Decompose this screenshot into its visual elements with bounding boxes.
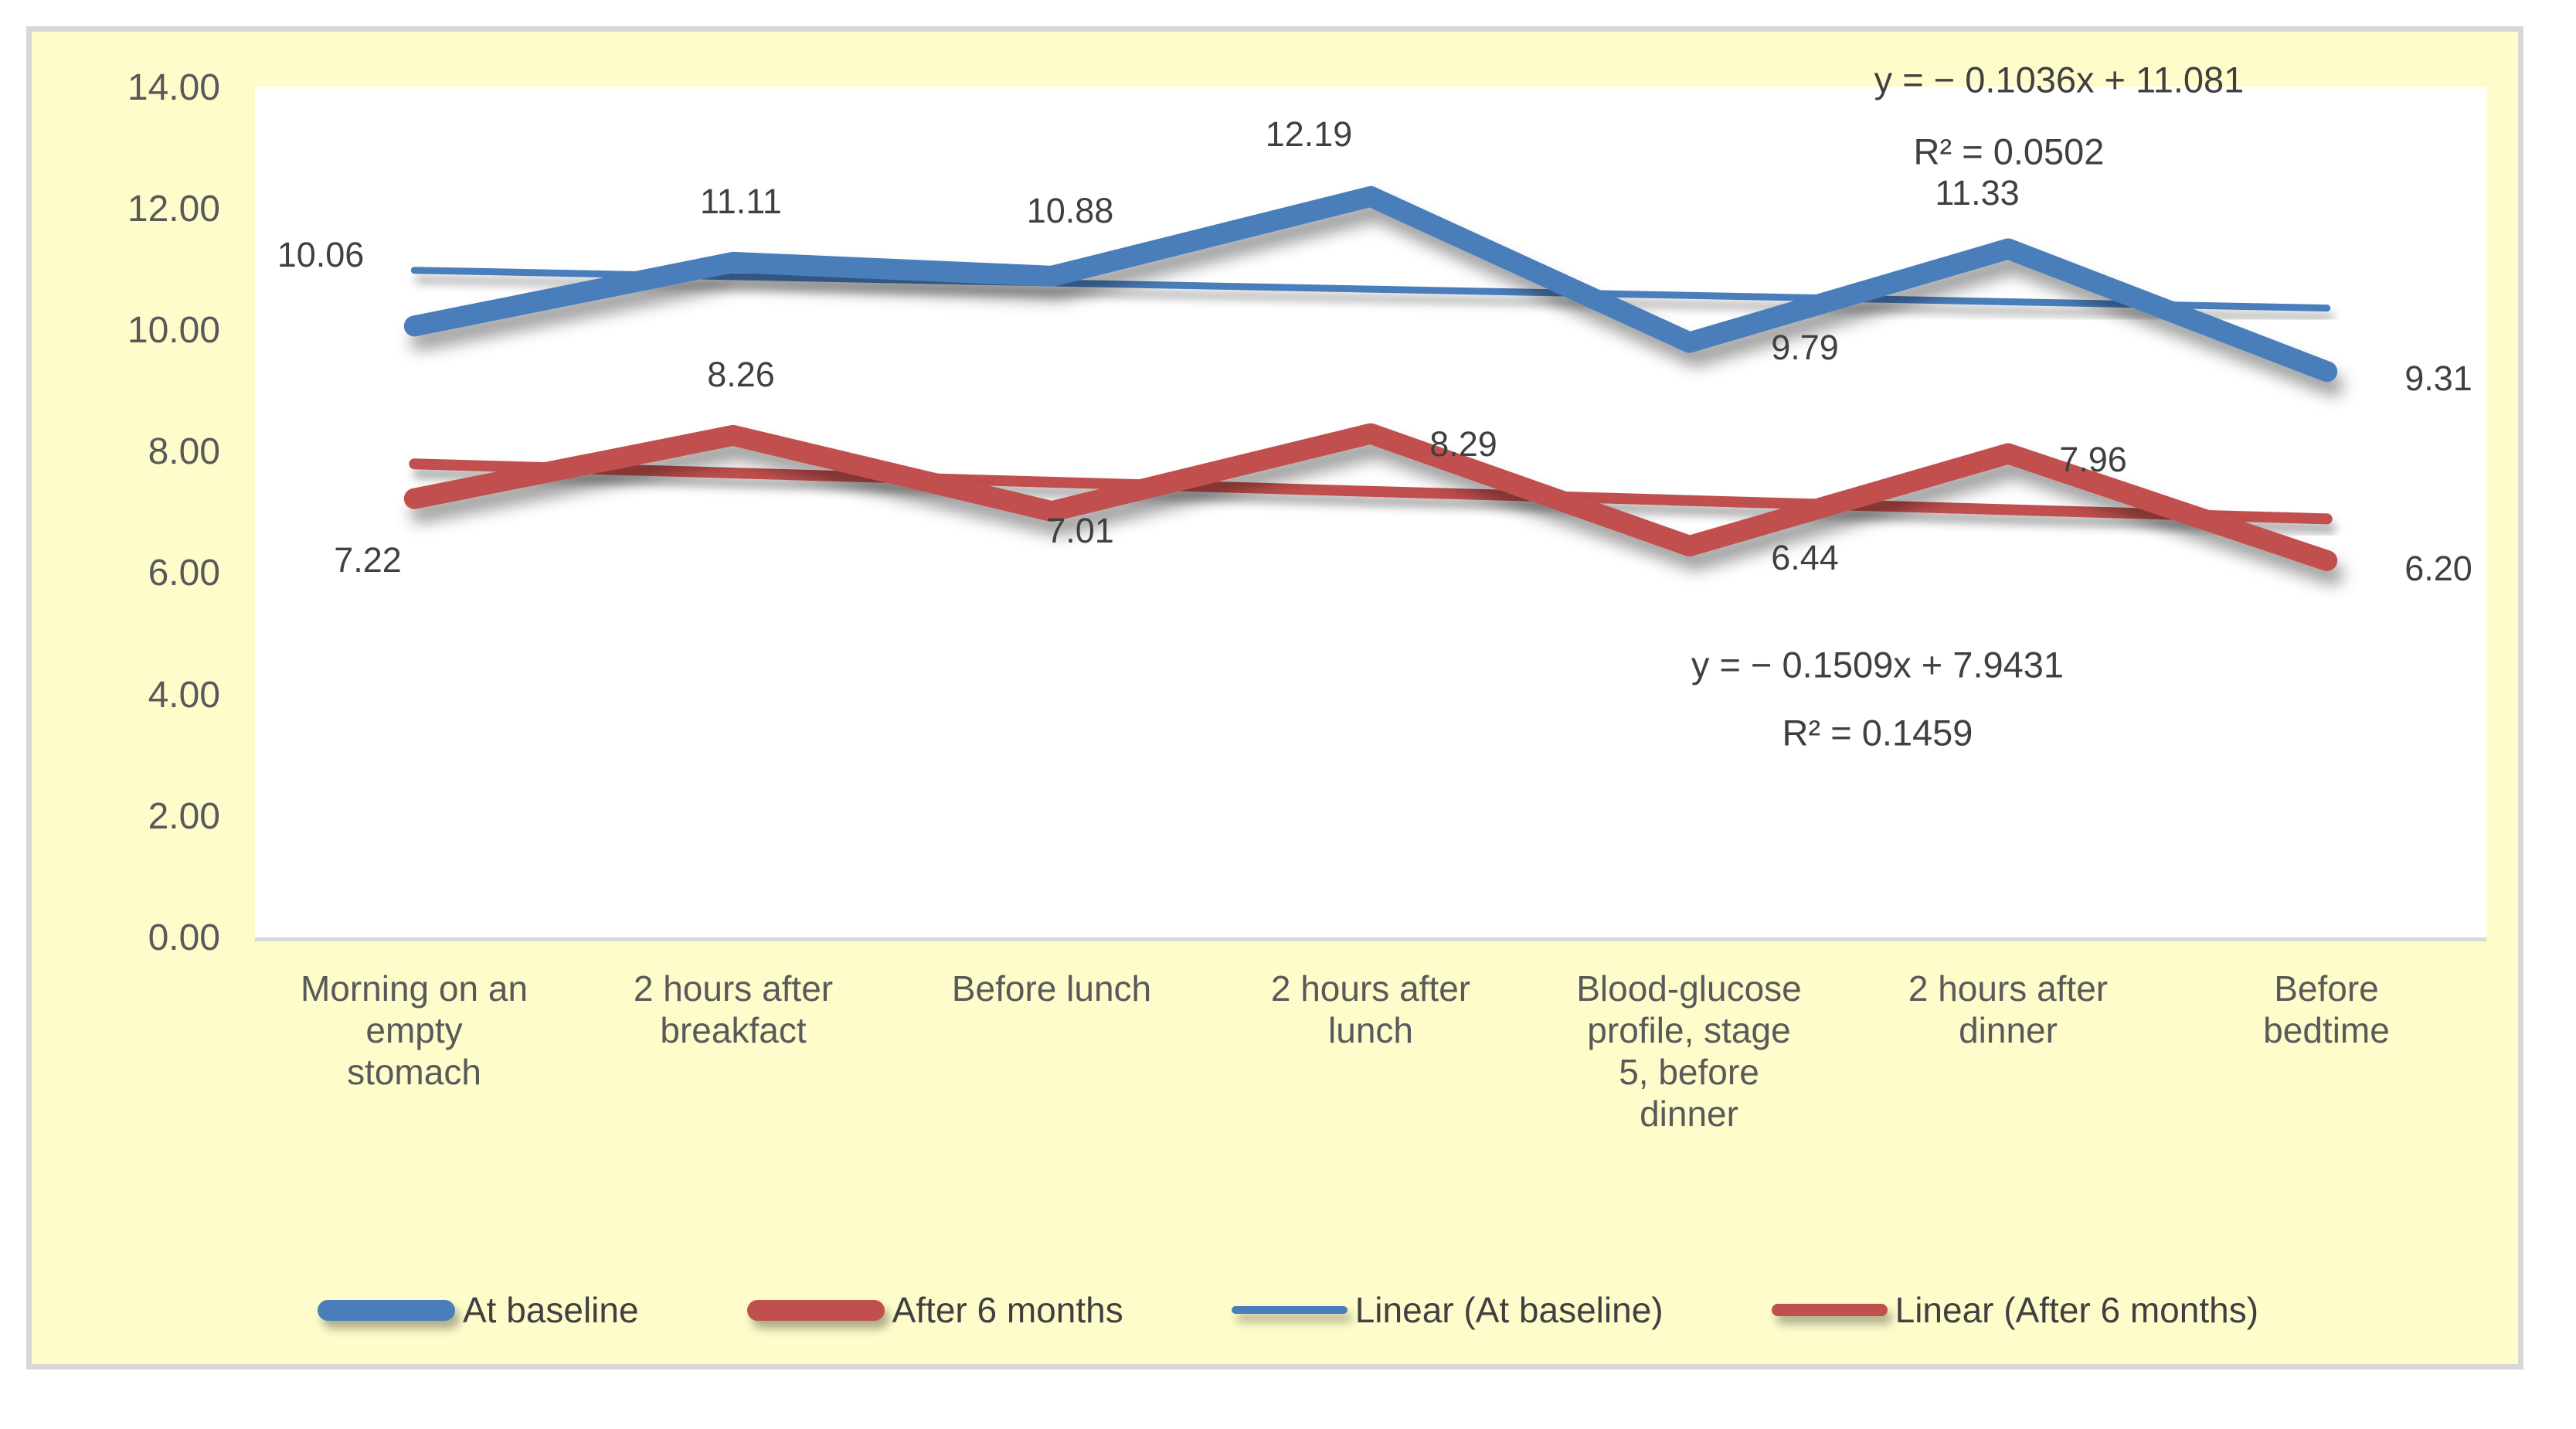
legend-item-linear-6months: Linear (After 6 months) (1771, 1289, 2259, 1331)
legend-swatch-linear-baseline-icon (1231, 1306, 1347, 1314)
y-axis-tick: 2.00 (148, 796, 220, 837)
x-axis-label: Before bedtime (2263, 968, 2390, 1050)
data-label-baseline: 9.79 (1771, 328, 1839, 367)
trendline-r2-6months: R² = 0.1459 (1782, 712, 1973, 754)
data-label-6months: 6.44 (1771, 538, 1839, 577)
y-axis-tick: 4.00 (148, 675, 220, 716)
legend-label: At baseline (462, 1290, 639, 1330)
legend-item-baseline: At baseline (317, 1289, 639, 1331)
trendline-equation-6months: y = − 0.1509x + 7.9431 (1691, 644, 2065, 686)
data-label-6months: 8.29 (1429, 424, 1497, 464)
x-axis-label: Blood-glucose profile, stage 5, before d… (1576, 968, 1802, 1134)
data-label-baseline: 11.33 (1935, 173, 2020, 213)
trendline-r2-baseline: R² = 0.0502 (1913, 131, 2105, 172)
data-label-baseline: 10.88 (1026, 191, 1114, 230)
y-axis-tick: 12.00 (127, 189, 220, 230)
data-label-6months: 7.22 (334, 540, 402, 580)
data-label-6months: 7.01 (1046, 511, 1114, 550)
data-label-baseline: 12.19 (1265, 114, 1353, 154)
data-label-baseline: 10.06 (277, 235, 365, 274)
y-axis-tick: 8.00 (148, 431, 220, 472)
x-axis-label: 2 hours after breakfact (633, 968, 834, 1050)
legend: At baseline After 6 months Linear (At ba… (31, 1279, 2545, 1341)
y-axis-tick: 14.00 (127, 67, 220, 108)
data-label-6months: 7.96 (2059, 440, 2127, 479)
legend-swatch-baseline-icon (317, 1299, 455, 1321)
y-axis-tick: 6.00 (148, 553, 220, 594)
data-label-6months: 8.26 (707, 355, 775, 394)
y-axis-tick: 10.00 (127, 310, 220, 351)
legend-label: Linear (After 6 months) (1895, 1290, 2259, 1330)
trendline-equation-baseline: y = − 0.1036x + 11.081 (1874, 59, 2245, 100)
x-axis-label: 2 hours after dinner (1908, 968, 2109, 1050)
plot-area (255, 87, 2486, 941)
y-axis-tick: 0.00 (148, 917, 220, 958)
x-axis-label: 2 hours after lunch (1270, 968, 1471, 1050)
x-axis-label: Before lunch (951, 968, 1152, 1009)
legend-label: After 6 months (892, 1290, 1123, 1330)
legend-swatch-6months-icon (746, 1299, 885, 1321)
legend-label: Linear (At baseline) (1354, 1290, 1664, 1330)
data-label-baseline: 11.11 (700, 182, 782, 221)
data-label-baseline: 9.31 (2404, 359, 2472, 398)
x-axis-label: Morning on an empty stomach (300, 968, 528, 1092)
data-label-6months: 6.20 (2404, 549, 2472, 588)
legend-swatch-linear-6months-icon (1771, 1304, 1888, 1316)
legend-item-6months: After 6 months (746, 1289, 1123, 1331)
legend-item-linear-baseline: Linear (At baseline) (1231, 1289, 1664, 1331)
